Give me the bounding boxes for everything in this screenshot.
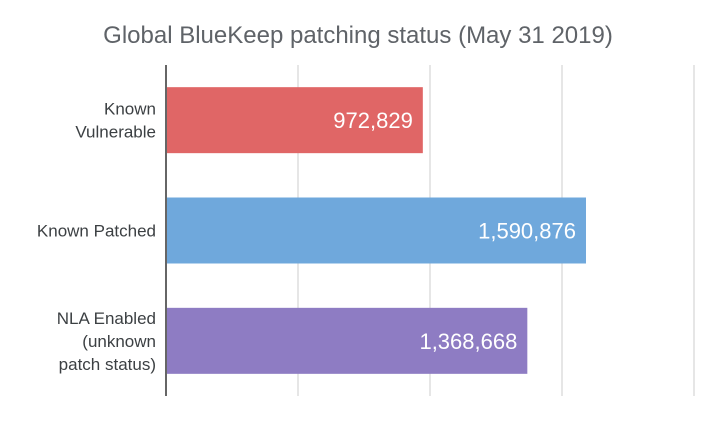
category-label: NLA Enabled (unknown patch status)	[57, 309, 156, 374]
bar	[167, 87, 423, 154]
category-label: Known Vulnerable	[75, 100, 156, 142]
category-label-line: Known	[104, 100, 156, 119]
category-label-line: (unknown	[82, 332, 156, 351]
category-label-line: NLA Enabled	[57, 309, 156, 328]
bar-value-label: 972,829	[333, 108, 413, 133]
category-label-line: Known Patched	[37, 222, 156, 241]
chart-title: Global BlueKeep patching status (May 31 …	[103, 22, 613, 49]
category-label-line: patch status)	[59, 355, 156, 374]
bar	[167, 197, 586, 264]
bar-value-label: 1,368,668	[419, 329, 517, 354]
bar	[167, 307, 528, 374]
category-label: Known Patched	[37, 222, 156, 241]
bar-value-label: 1,590,876	[478, 219, 576, 244]
category-label-line: Vulnerable	[75, 123, 156, 142]
